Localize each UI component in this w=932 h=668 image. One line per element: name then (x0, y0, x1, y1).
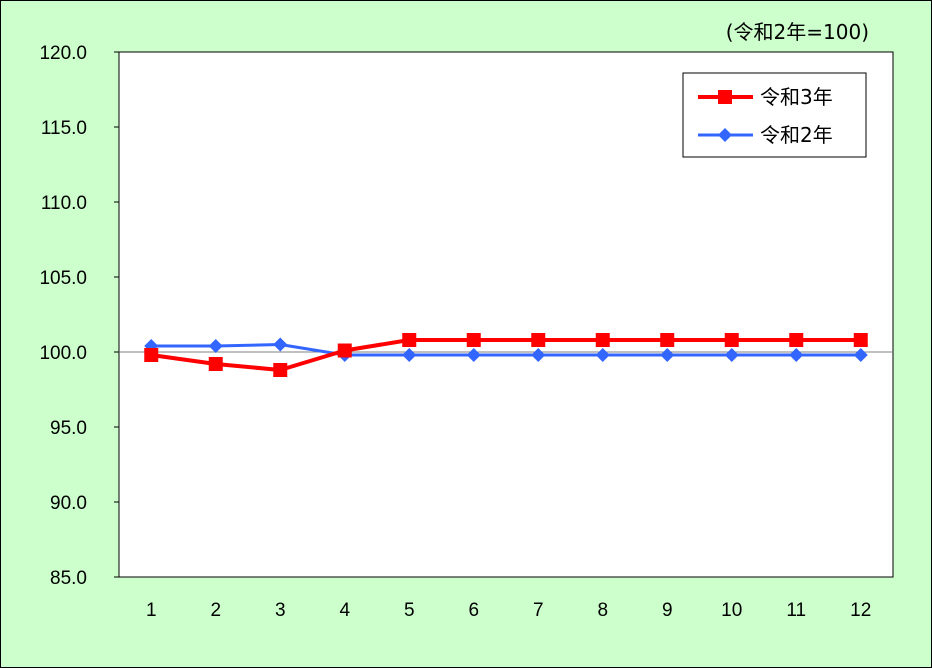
y-tick-label: 110.0 (41, 193, 87, 214)
x-tick-label: 9 (662, 600, 673, 621)
data-point (595, 348, 610, 362)
y-tick-label: 115.0 (41, 118, 87, 139)
y-tick-label: 100.0 (39, 343, 87, 364)
data-point (789, 333, 804, 347)
x-tick-label: 12 (850, 600, 871, 621)
data-point (208, 339, 223, 353)
data-point (466, 333, 481, 347)
legend-label: 令和2年 (760, 123, 833, 147)
x-axis-ticks: 1 2 3 4 5 6 7 8 9 10 11 12 (146, 600, 871, 621)
legend-box (682, 72, 867, 158)
data-point (273, 363, 288, 377)
y-tick-label: 120.0 (39, 43, 87, 64)
series-1 (144, 333, 868, 377)
y-tick-label: 90.0 (50, 493, 87, 514)
x-tick-label: 6 (468, 600, 479, 621)
unit-note: (令和2年=100) (726, 20, 869, 44)
data-point (853, 333, 868, 347)
data-point (273, 337, 288, 352)
x-tick-label: 8 (597, 600, 608, 621)
data-point (531, 333, 546, 347)
data-point (531, 348, 546, 362)
y-axis-ticks: 85.0 90.0 95.0 100.0 105.0 110.0 115.0 120.0 (39, 43, 119, 589)
data-point (660, 348, 675, 362)
data-point (724, 333, 739, 347)
data-point (208, 357, 223, 371)
y-tick-label: 85.0 (50, 568, 87, 589)
data-point (724, 348, 739, 362)
x-tick-label: 7 (533, 600, 544, 621)
x-tick-label: 4 (339, 600, 350, 621)
data-point (402, 333, 417, 347)
data-point (466, 348, 481, 362)
x-tick-label: 1 (146, 600, 157, 621)
x-tick-label: 11 (786, 600, 806, 621)
legend-marker (718, 128, 732, 142)
y-tick-label: 95.0 (50, 418, 87, 439)
data-point (144, 348, 159, 362)
legend-item: 令和3年 (698, 85, 833, 109)
series-line (150, 338, 861, 372)
y-tick-label: 105.0 (39, 268, 87, 289)
x-tick-label: 3 (275, 600, 286, 621)
series-2 (144, 337, 868, 362)
legend-label: 令和3年 (760, 85, 833, 109)
data-point (337, 343, 352, 358)
legend-item: 令和2年 (698, 123, 833, 147)
data-point (402, 348, 417, 362)
x-tick-label: 10 (721, 600, 742, 621)
series-line (151, 343, 861, 357)
x-tick-label: 5 (404, 600, 415, 621)
series-layer (144, 333, 868, 377)
data-point (853, 348, 868, 362)
data-point (660, 333, 675, 347)
legend-marker (718, 90, 732, 104)
data-point (595, 333, 610, 347)
data-point (789, 348, 804, 362)
x-tick-label: 2 (210, 600, 221, 621)
